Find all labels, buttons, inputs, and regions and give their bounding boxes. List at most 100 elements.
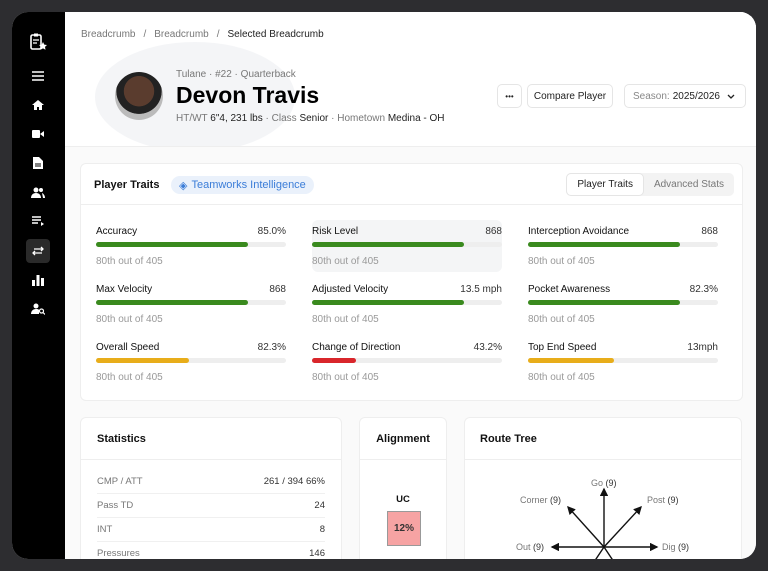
stat-row: CMP / ATT 261 / 394 66%: [97, 470, 325, 494]
users-icon[interactable]: [26, 180, 50, 204]
breadcrumb-selected[interactable]: Selected Breadcrumb: [227, 29, 324, 40]
stat-value: 8: [319, 524, 325, 535]
trait-value: 13mph: [687, 342, 718, 353]
trait-change-of-direction[interactable]: Change of Direction 43.2% 80th out of 405: [312, 336, 502, 388]
alignment-card: Alignment UC 12%: [359, 417, 447, 559]
trait-bar-fill: [96, 242, 248, 247]
stat-value: 261 / 394 66%: [263, 476, 325, 487]
home-icon[interactable]: [26, 93, 50, 117]
chevron-down-icon: [727, 94, 735, 99]
route-line: [595, 546, 605, 559]
trait-rank: 80th out of 405: [312, 372, 379, 383]
hometown-label: Hometown: [337, 113, 386, 124]
trait-pocket-awareness[interactable]: Pocket Awareness 82.3% 80th out of 405: [528, 278, 718, 330]
alignment-cell[interactable]: 12%: [387, 511, 421, 546]
trait-bar: [528, 358, 718, 363]
breadcrumb-item[interactable]: Breadcrumb: [154, 29, 209, 40]
sparkle-icon: ◈: [179, 179, 188, 192]
statistics-title: Statistics: [97, 433, 146, 445]
trait-bar: [96, 300, 286, 305]
stat-label: Pass TD: [97, 500, 134, 511]
trait-value: 85.0%: [257, 226, 286, 237]
trait-interception-avoidance[interactable]: Interception Avoidance 868 80th out of 405: [528, 220, 718, 272]
menu-icon[interactable]: [26, 64, 50, 88]
traits-tabs: Player Traits Advanced Stats: [566, 173, 734, 196]
trait-value: 868: [701, 226, 718, 237]
video-icon[interactable]: [26, 122, 50, 146]
route-line: [603, 546, 613, 559]
season-value: 2025/2026: [672, 90, 720, 102]
trait-rank: 80th out of 405: [312, 314, 379, 325]
trait-value: 13.5 mph: [460, 284, 502, 295]
route-corner: [567, 505, 605, 548]
stat-label: INT: [97, 524, 113, 535]
stat-value: 24: [314, 500, 325, 511]
trait-adjusted-velocity[interactable]: Adjusted Velocity 13.5 mph 80th out of 405: [312, 278, 502, 330]
trait-accuracy[interactable]: Accuracy 85.0% 80th out of 405: [96, 220, 286, 272]
trait-label: Interception Avoidance: [528, 226, 630, 237]
breadcrumb: Breadcrumb / Breadcrumb / Selected Breadcrum…: [81, 29, 324, 40]
more-button[interactable]: •••: [497, 84, 522, 108]
route-label-dig: Dig (9): [662, 542, 690, 552]
player-meta: Tulane · #22 · Quarterback: [176, 69, 296, 80]
playlist-icon[interactable]: [26, 209, 50, 233]
stat-row: Pass TD 24: [97, 494, 325, 518]
compare-player-button[interactable]: Compare Player: [527, 84, 613, 108]
player-details: HT/WT 6"4, 231 lbs · Class Senior · Home…: [176, 113, 445, 124]
bar-chart-icon[interactable]: [26, 268, 50, 292]
trait-label: Risk Level: [312, 226, 359, 237]
transfer-icon[interactable]: [26, 239, 50, 263]
divider: [81, 459, 341, 460]
trait-rank: 80th out of 405: [96, 256, 163, 267]
trait-value: 82.3%: [689, 284, 718, 295]
trait-bar-fill: [312, 300, 464, 305]
trait-rank: 80th out of 405: [528, 256, 595, 267]
trait-label: Pocket Awareness: [528, 284, 611, 295]
tab-advanced-stats[interactable]: Advanced Stats: [653, 179, 724, 190]
player-avatar: [115, 72, 163, 120]
player-header: Breadcrumb / Breadcrumb / Selected Breadcrum…: [65, 12, 756, 147]
trait-rank: 80th out of 405: [312, 256, 379, 267]
sidebar: [12, 12, 65, 559]
trait-bar-fill: [528, 358, 614, 363]
stat-label: Pressures: [97, 548, 140, 559]
trait-bar: [528, 300, 718, 305]
user-search-icon[interactable]: [26, 297, 50, 321]
trait-overall-speed[interactable]: Overall Speed 82.3% 80th out of 405: [96, 336, 286, 388]
trait-bar-fill: [528, 300, 680, 305]
trait-max-velocity[interactable]: Max Velocity 868 80th out of 405: [96, 278, 286, 330]
trait-value: 868: [269, 284, 286, 295]
route-label-post: Post (9): [647, 495, 679, 505]
class-value: Senior: [299, 113, 329, 124]
app-screen: Breadcrumb / Breadcrumb / Selected Breadcrum…: [12, 12, 756, 559]
clipboard-star-icon[interactable]: [26, 30, 50, 54]
trait-bar-fill: [528, 242, 680, 247]
stat-row: Pressures 146: [97, 542, 325, 559]
stat-label: CMP / ATT: [97, 476, 143, 487]
season-select[interactable]: Season: 2025/2026: [624, 84, 746, 108]
document-icon[interactable]: [26, 151, 50, 175]
trait-rank: 80th out of 405: [96, 372, 163, 383]
main-content: Breadcrumb / Breadcrumb / Selected Breadcrum…: [65, 12, 756, 559]
breadcrumb-item[interactable]: Breadcrumb: [81, 29, 136, 40]
route-label-out: Out (9): [516, 542, 545, 552]
trait-bar: [96, 242, 286, 247]
alignment-title: Alignment: [376, 433, 430, 445]
trait-rank: 80th out of 405: [528, 372, 595, 383]
route-tree-diagram: [550, 487, 659, 559]
htwt-value: 6"4, 231 lbs: [210, 113, 263, 124]
stat-value: 146: [309, 548, 325, 559]
trait-top-end-speed[interactable]: Top End Speed 13mph 80th out of 405: [528, 336, 718, 388]
divider: [360, 459, 446, 460]
trait-bar: [528, 242, 718, 247]
trait-risk-level[interactable]: Risk Level 868 80th out of 405: [312, 220, 502, 272]
divider: [81, 204, 742, 205]
trait-bar: [96, 358, 286, 363]
trait-label: Overall Speed: [96, 342, 160, 353]
trait-label: Change of Direction: [312, 342, 401, 353]
stat-row: INT 8: [97, 518, 325, 542]
route-label-corner: Corner (9): [520, 495, 562, 505]
route-label-go: Go (9): [591, 478, 617, 488]
trait-value: 868: [485, 226, 502, 237]
tab-player-traits[interactable]: Player Traits: [566, 173, 644, 196]
